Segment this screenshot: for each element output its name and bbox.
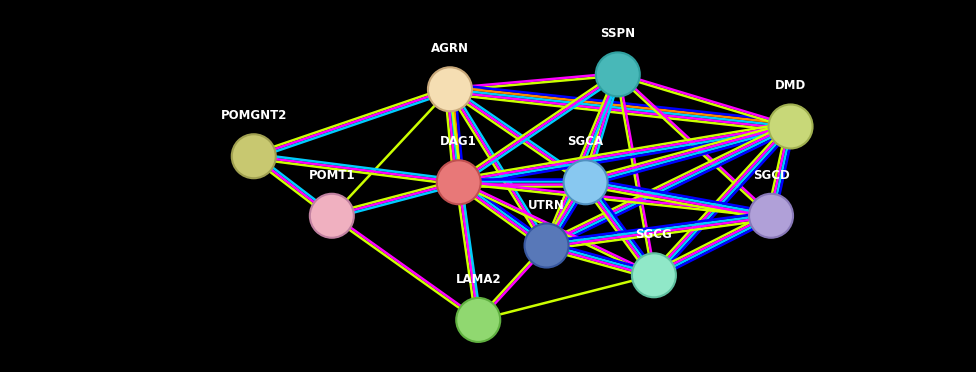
Ellipse shape (231, 134, 276, 178)
Ellipse shape (436, 160, 481, 204)
Ellipse shape (631, 253, 676, 297)
Text: DAG1: DAG1 (440, 135, 477, 148)
Ellipse shape (309, 194, 354, 238)
Ellipse shape (768, 105, 813, 148)
Text: AGRN: AGRN (431, 42, 468, 55)
Text: LAMA2: LAMA2 (456, 273, 501, 286)
Text: SGCA: SGCA (567, 135, 604, 148)
Text: DMD: DMD (775, 80, 806, 93)
Text: SGCG: SGCG (635, 228, 672, 241)
Ellipse shape (749, 194, 793, 238)
Text: SGCD: SGCD (752, 169, 790, 182)
Text: SSPN: SSPN (600, 28, 635, 41)
Ellipse shape (563, 160, 608, 204)
Ellipse shape (456, 298, 501, 342)
Ellipse shape (595, 52, 640, 96)
Text: POMGNT2: POMGNT2 (221, 109, 287, 122)
Ellipse shape (427, 67, 472, 111)
Text: POMT1: POMT1 (308, 169, 355, 182)
Text: UTRN: UTRN (528, 199, 565, 212)
Ellipse shape (524, 224, 569, 267)
